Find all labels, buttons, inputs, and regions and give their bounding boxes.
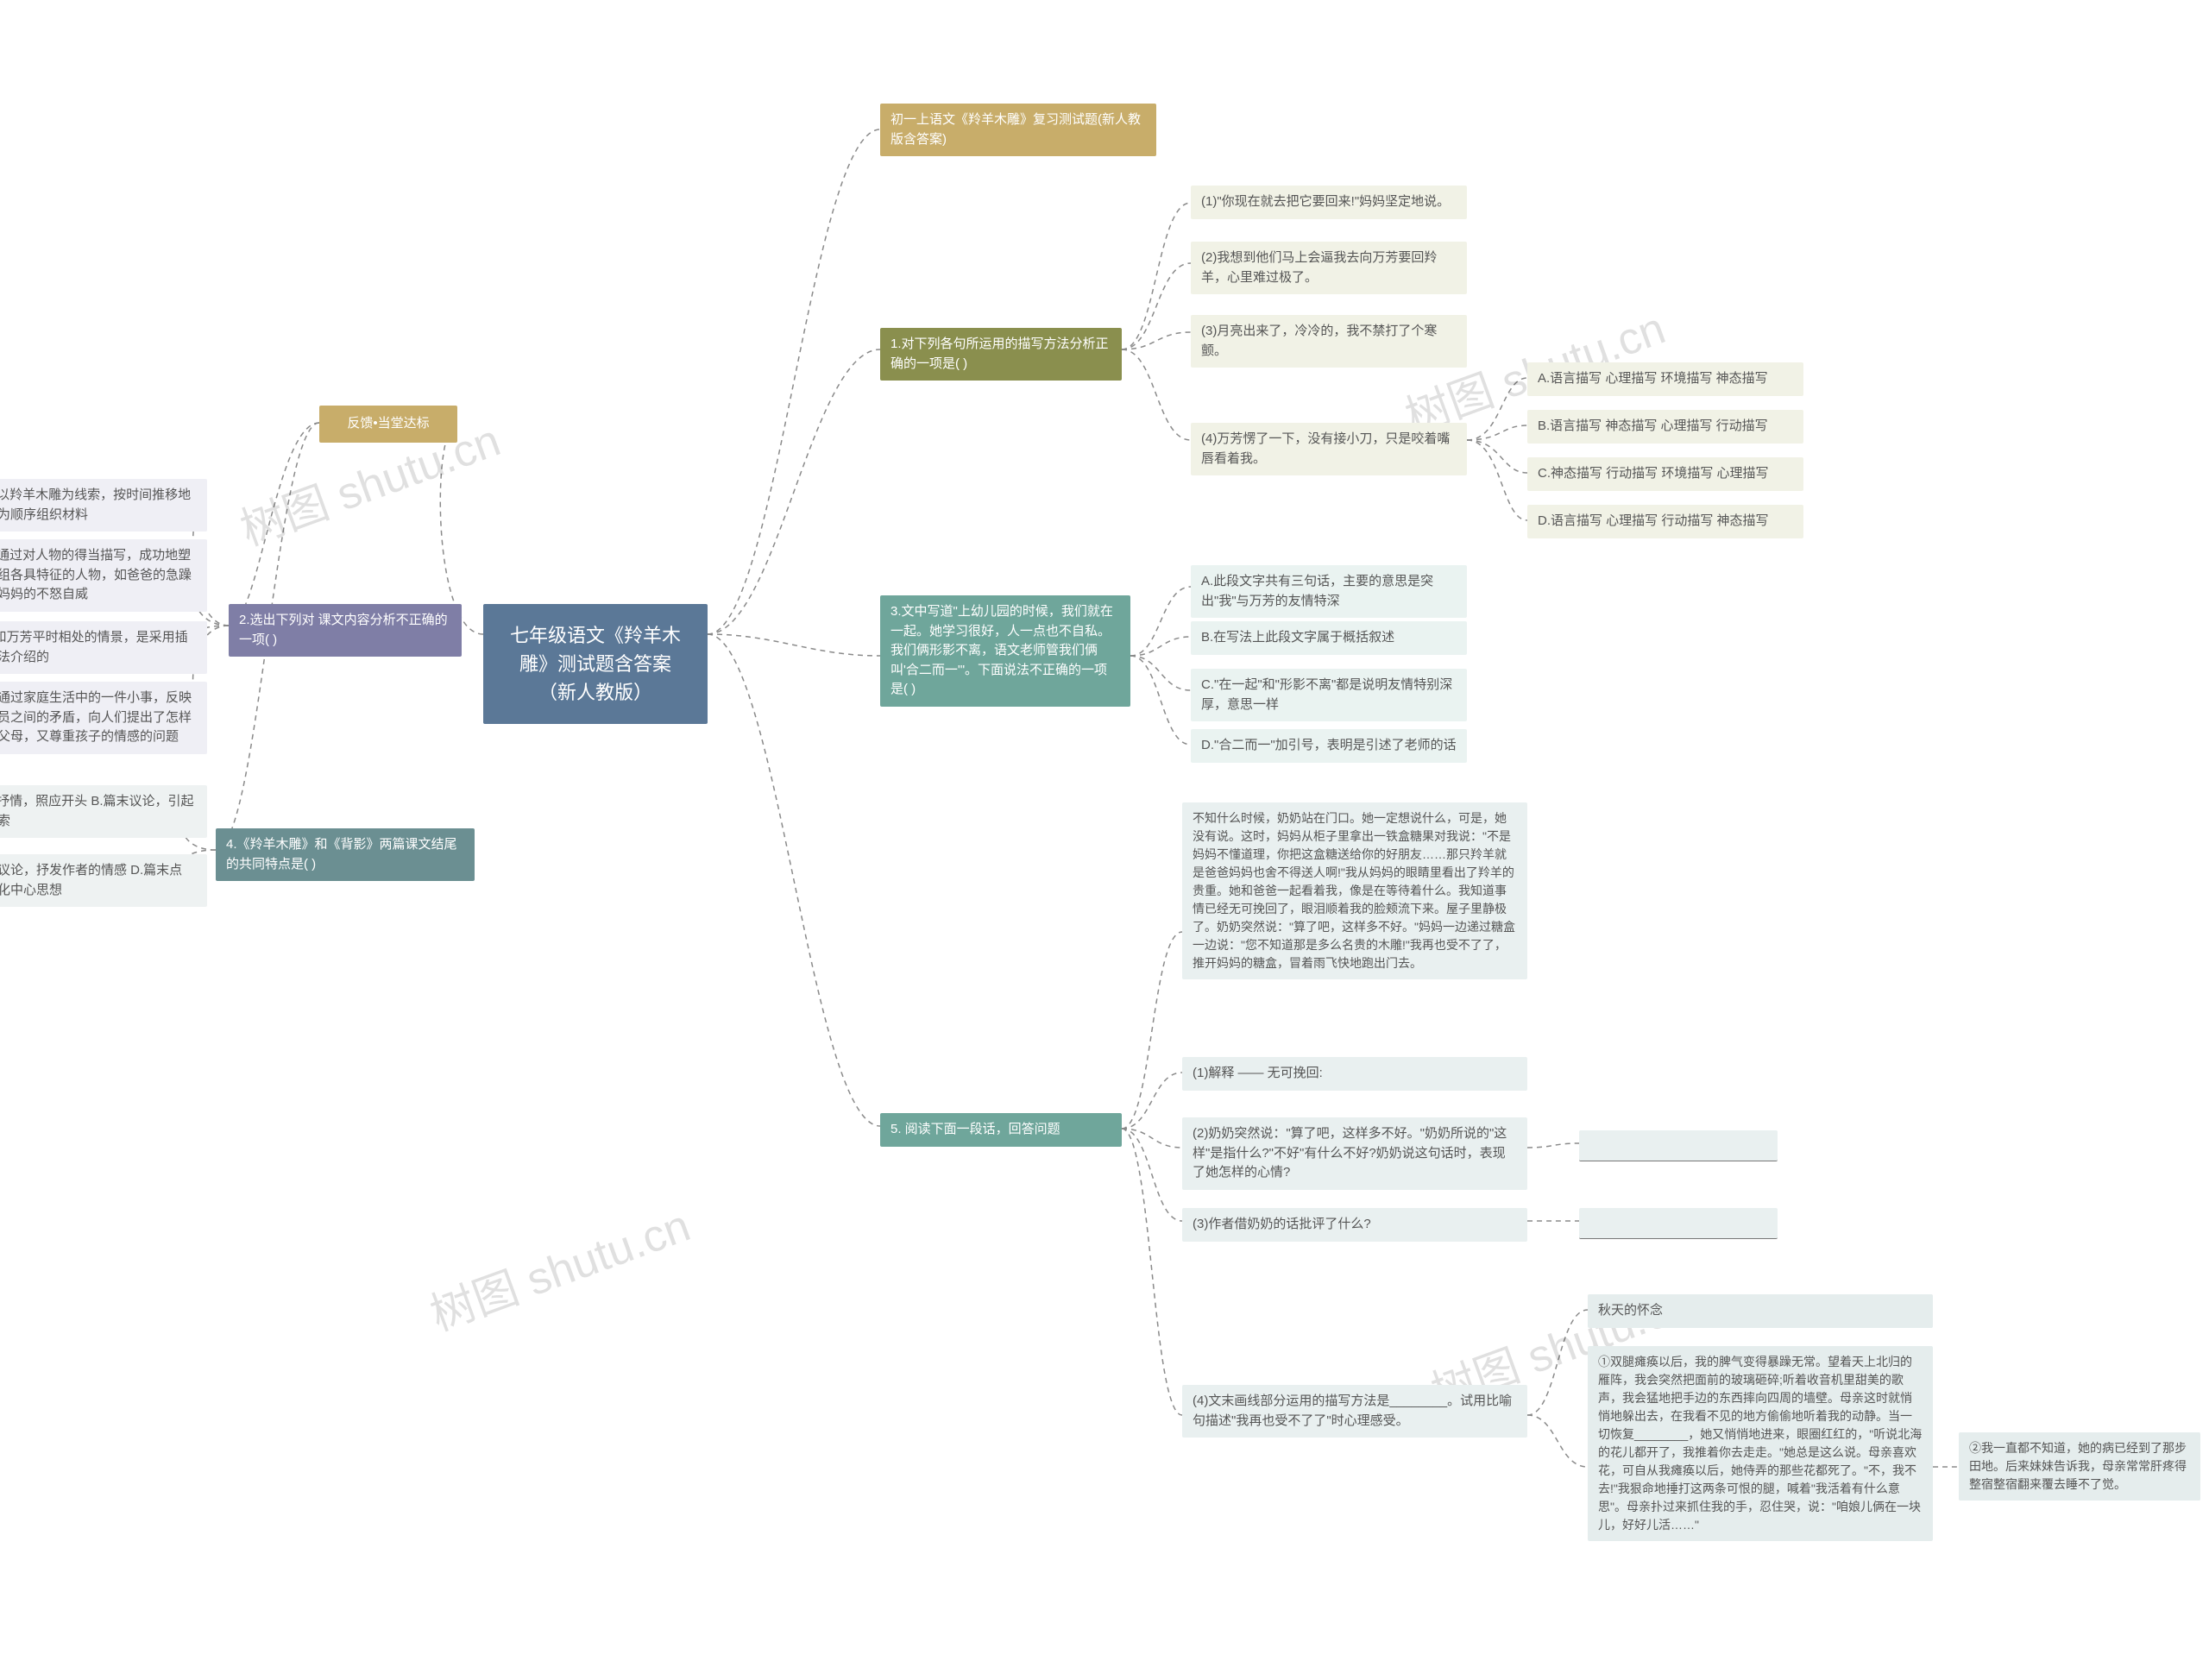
q4-leaf[interactable]: C.篇末议论，抒发作者的情感 D.篇末点题，深化中心思想 — [0, 854, 207, 907]
subtitle-node[interactable]: 初一上语文《羚羊木雕》复习测试题(新人教版含答案) — [880, 104, 1156, 156]
q2-node[interactable]: 2.选出下列对 课文内容分析不正确的一项( ) — [229, 604, 462, 657]
q1-leaf[interactable]: (4)万芳愣了一下，没有接小刀，只是咬着嘴唇看着我。 — [1191, 423, 1467, 475]
q3-leaf[interactable]: C."在一起"和"形影不离"都是说明友情特别深厚，意思一样 — [1191, 669, 1467, 721]
q1-node[interactable]: 1.对下列各句所运用的描写方法分析正确的一项是( ) — [880, 328, 1122, 381]
q5-blank — [1579, 1130, 1778, 1161]
q2-leaf[interactable]: D.本文通过家庭生活中的一件小事，反映家庭成员之间的矛盾，向人们提出了怎样既敬重… — [0, 682, 207, 754]
root-node[interactable]: 七年级语文《羚羊木雕》测试题含答案（新人教版） — [483, 604, 708, 724]
q1-option[interactable]: B.语言描写 神态描写 心理描写 行动描写 — [1527, 410, 1803, 444]
q5-leaf[interactable]: (2)奶奶突然说："算了吧，这样多不好。"奶奶所说的"这样"是指什么?"不好"有… — [1182, 1117, 1527, 1190]
q1-leaf[interactable]: (3)月亮出来了，冷冷的，我不禁打了个寒颤。 — [1191, 315, 1467, 368]
watermark: 树图 shutu.cn — [420, 1189, 698, 1343]
q5-leaf[interactable]: (1)解释 —— 无可挽回: — [1182, 1057, 1527, 1091]
q1-leaf[interactable]: (2)我想到他们马上会逼我去向万芳要回羚羊，心里难过极了。 — [1191, 242, 1467, 294]
q4-node[interactable]: 4.《羚羊木雕》和《背影》两篇课文结尾的共同特点是( ) — [216, 828, 475, 881]
q3-node[interactable]: 3.文中写道"上幼儿园的时候，我们就在一起。她学习很好，人一点也不自私。我们俩形… — [880, 595, 1130, 707]
feedback-node[interactable]: 反馈•当堂达标 — [319, 406, 457, 443]
q5-leaf[interactable]: (4)文末画线部分运用的描写方法是________。试用比喻句描述"我再也受不了… — [1182, 1385, 1527, 1438]
q1-option[interactable]: C.神态描写 行动描写 环境描写 心理描写 — [1527, 457, 1803, 491]
q5-leaf[interactable]: (3)作者借奶奶的话批评了什么? — [1182, 1208, 1527, 1242]
q5-passage[interactable]: 不知什么时候，奶奶站在门口。她一定想说什么，可是，她没有说。这时，妈妈从柜子里拿… — [1182, 802, 1527, 979]
q5-blank — [1579, 1208, 1778, 1239]
q3-leaf[interactable]: D."合二而一"加引号，表明是引述了老师的话 — [1191, 729, 1467, 763]
q1-option[interactable]: A.语言描写 心理描写 环境描写 神态描写 — [1527, 362, 1803, 396]
q3-leaf[interactable]: B.在写法上此段文字属于概括叙述 — [1191, 621, 1467, 655]
q2-leaf[interactable]: B.文章通过对人物的得当描写，成功地塑造了一组各具特征的人物，如爸爸的急躁严厉，… — [0, 539, 207, 612]
q3-leaf[interactable]: A.此段文字共有三句话，主要的意思是突出"我"与万芳的友情特深 — [1191, 565, 1467, 618]
q1-leaf[interactable]: (1)"你现在就去把它要回来!"妈妈坚定地说。 — [1191, 186, 1467, 219]
q4-leaf[interactable]: A.篇末抒情，照应开头 B.篇末议论，引起读者思索 — [0, 785, 207, 838]
q5-sub-para2[interactable]: ②我一直都不知道，她的病已经到了那步田地。后来妹妹告诉我，母亲常常肝疼得整宿整宿… — [1959, 1432, 2200, 1501]
q2-leaf[interactable]: C."我"和万芳平时相处的情景，是采用插叙的方法介绍的 — [0, 621, 207, 674]
q5-node[interactable]: 5. 阅读下面一段话，回答问题 — [880, 1113, 1122, 1147]
q2-leaf[interactable]: A.本文以羚羊木雕为线索，按时间推移地点转换为顺序组织材料 — [0, 479, 207, 532]
q1-option[interactable]: D.语言描写 心理描写 行动描写 神态描写 — [1527, 505, 1803, 538]
q5-sub-title[interactable]: 秋天的怀念 — [1588, 1294, 1933, 1328]
q5-sub-para1[interactable]: ①双腿瘫痪以后，我的脾气变得暴躁无常。望着天上北归的雁阵，我会突然把面前的玻璃砸… — [1588, 1346, 1933, 1541]
